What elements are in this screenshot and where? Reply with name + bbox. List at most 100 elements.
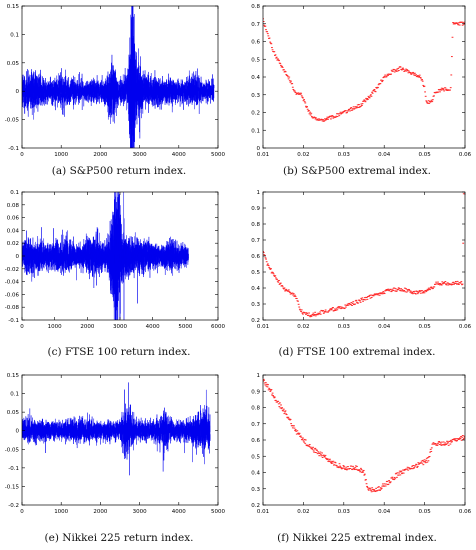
extremal-point [270, 268, 272, 270]
extremal-point [387, 288, 390, 290]
extremal-point [450, 74, 453, 76]
extremal-point [455, 282, 458, 284]
extremal-point [424, 95, 427, 97]
plot-area-c [22, 192, 189, 320]
extremal-point [318, 313, 321, 315]
extremal-point [321, 310, 324, 312]
y-tick-label: 0.06 [7, 216, 20, 222]
extremal-point [352, 108, 354, 110]
extremal-point [405, 288, 407, 290]
extremal-point [401, 472, 404, 474]
extremal-point [299, 309, 302, 311]
extremal-point [393, 71, 396, 73]
extremal-point [345, 466, 348, 468]
extremal-point [294, 429, 297, 431]
y-tick-label: 0.2 [251, 503, 260, 509]
extremal-point [325, 118, 328, 120]
extremal-point [358, 469, 361, 471]
extremal-point [416, 293, 419, 295]
extremal-point [343, 466, 345, 468]
x-tick-label: 1000 [54, 509, 68, 515]
extremal-point [323, 456, 326, 458]
extremal-point [392, 290, 395, 292]
extremal-point [412, 73, 415, 75]
extremal-point [457, 283, 460, 285]
extremal-point [354, 465, 357, 467]
extremal-point [275, 57, 278, 59]
extremal-point [447, 284, 450, 286]
extremal-point [381, 81, 384, 83]
extremal-point [324, 119, 327, 121]
extremal-point [401, 289, 404, 291]
extremal-point [276, 401, 278, 403]
extremal-point [412, 465, 415, 466]
extremal-point [391, 476, 394, 478]
extremal-point [331, 307, 334, 309]
extremal-point [282, 288, 285, 290]
extremal-point [274, 277, 277, 279]
extremal-point [396, 68, 398, 70]
extremal-point [410, 292, 413, 294]
extremal-point [348, 302, 351, 304]
x-tick-label: 0.02 [297, 324, 309, 330]
extremal-point [419, 292, 422, 294]
extremal-point [329, 460, 332, 462]
extremal-point [303, 99, 306, 101]
extremal-point [271, 392, 274, 394]
extremal-point [387, 483, 390, 485]
y-tick-label: 0.8 [251, 222, 260, 228]
extremal-point [360, 469, 363, 471]
extremal-point [406, 70, 409, 72]
extremal-point [360, 467, 362, 469]
y-tick-label: 0.7 [251, 422, 260, 428]
extremal-point [366, 98, 369, 100]
extremal-point [427, 460, 430, 462]
axes-frame-b [262, 5, 466, 149]
extremal-point [444, 281, 447, 283]
extremal-point [332, 460, 335, 462]
extremal-point [445, 443, 448, 445]
extremal-point [356, 106, 359, 108]
extremal-point [335, 113, 338, 115]
extremal-point [449, 89, 451, 91]
y-tick-label: 1 [257, 373, 261, 379]
extremal-point [377, 489, 380, 491]
extremal-point [300, 92, 303, 94]
extremal-point [380, 293, 383, 295]
extremal-point [435, 443, 438, 445]
extremal-point [372, 295, 375, 297]
extremal-point [312, 446, 314, 448]
extremal-point [457, 283, 460, 285]
plot-area-e [22, 382, 211, 476]
extremal-point [462, 23, 465, 25]
extremal-point [424, 91, 426, 93]
extremal-point [289, 291, 291, 293]
extremal-point [429, 287, 432, 289]
extremal-point [267, 35, 270, 37]
extremal-point [415, 290, 418, 292]
extremal-point [411, 293, 414, 295]
extremal-point [324, 310, 326, 312]
extremal-point [369, 94, 372, 96]
extremal-point [422, 84, 425, 86]
y-tick-label: 0.08 [7, 203, 20, 209]
axes-frame-f [262, 374, 466, 506]
extremal-point [282, 408, 285, 410]
extremal-point [322, 119, 325, 121]
extremal-point [425, 459, 428, 461]
plot-area-f [263, 378, 465, 493]
extremal-point [330, 309, 333, 311]
extremal-point [263, 254, 266, 256]
x-tick-label: 0.05 [418, 509, 431, 515]
extremal-point [298, 432, 301, 434]
extremal-point [451, 440, 453, 442]
extremal-point [373, 89, 376, 91]
extremal-point [366, 98, 369, 100]
extremal-point [455, 438, 457, 440]
panel-e: 0 1000 2000 3000 4000 5000 -0.2 -0.15 -0.1 -0.05 0… [5, 373, 226, 515]
extremal-point [323, 311, 326, 313]
extremal-point [368, 295, 371, 297]
extremal-point [437, 441, 440, 443]
extremal-point [292, 88, 295, 90]
extremal-point [457, 439, 460, 441]
